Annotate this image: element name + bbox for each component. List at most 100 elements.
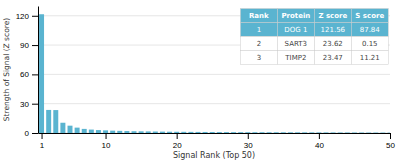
bar xyxy=(196,132,201,133)
grid-line xyxy=(38,103,390,104)
x-tick-mark xyxy=(106,133,107,139)
bar xyxy=(366,132,371,133)
table-header-text: S score xyxy=(355,12,384,20)
bar xyxy=(267,132,272,133)
y-tick: 120 xyxy=(16,12,38,21)
table-cell xyxy=(240,23,277,37)
bar xyxy=(380,132,385,133)
y-tick-mark xyxy=(32,45,38,46)
bar xyxy=(75,128,80,133)
x-tick-mark xyxy=(319,133,320,139)
table-header-text: Z score xyxy=(318,12,347,20)
table-cell xyxy=(351,36,388,50)
x-tick: 20 xyxy=(173,133,182,150)
y-tick-label: 60 xyxy=(20,70,29,79)
bar xyxy=(352,132,357,133)
x-tick-label: 20 xyxy=(173,141,182,150)
table-cell-text: 1 xyxy=(257,26,261,34)
x-tick-mark xyxy=(42,133,43,139)
table-cell xyxy=(240,9,277,23)
x-tick-mark xyxy=(177,133,178,139)
bar xyxy=(103,130,108,133)
table-cell xyxy=(277,50,314,64)
bar xyxy=(373,132,378,133)
x-tick: 10 xyxy=(102,133,111,150)
bar xyxy=(274,132,279,133)
bar xyxy=(295,132,300,133)
table-header-text: Protein xyxy=(281,12,310,20)
bar xyxy=(167,132,172,133)
bar xyxy=(46,110,51,133)
y-axis-line xyxy=(38,7,39,134)
table-cell-text: 23.62 xyxy=(323,40,343,48)
table: RankProteinZ scoreS score1DOG 1121.5687.… xyxy=(240,9,388,65)
bar xyxy=(252,132,257,133)
bar xyxy=(338,132,343,133)
y-tick-mark xyxy=(32,104,38,105)
x-axis-line xyxy=(39,133,391,134)
bar xyxy=(96,130,101,133)
bar xyxy=(174,132,179,133)
x-tick-mark xyxy=(248,133,249,139)
bar xyxy=(139,131,144,133)
x-tick: 50 xyxy=(386,133,395,150)
bar xyxy=(331,132,336,133)
y-axis-label: Strength of Signal (Z score) xyxy=(2,18,11,121)
bar xyxy=(203,132,208,133)
bar xyxy=(231,132,236,133)
bar xyxy=(153,132,158,133)
y-tick: 30 xyxy=(20,100,38,109)
x-tick-label: 1 xyxy=(40,141,45,150)
y-tick-label: 0 xyxy=(25,129,30,138)
y-tick: 0 xyxy=(25,129,38,138)
table-cell-text: 0.15 xyxy=(362,40,378,48)
bar xyxy=(345,132,350,133)
bar xyxy=(288,132,293,133)
bar xyxy=(53,110,58,133)
y-tick-label: 120 xyxy=(16,12,30,21)
table-cell-text: 3 xyxy=(257,54,261,62)
x-tick-label: 10 xyxy=(102,141,111,150)
y-tick-label: 90 xyxy=(20,41,29,50)
y-tick: 60 xyxy=(20,70,38,79)
table-cell xyxy=(240,36,277,50)
y-tick-mark xyxy=(32,16,38,17)
x-axis: 1 10 20 30 40 50 xyxy=(39,133,396,150)
bar xyxy=(217,132,222,133)
bar xyxy=(309,132,314,133)
bar xyxy=(60,123,65,133)
bar xyxy=(210,132,215,133)
bar xyxy=(124,131,129,133)
x-tick-label: 50 xyxy=(386,141,395,150)
bar xyxy=(160,132,165,133)
x-tick-mark xyxy=(390,133,391,139)
table-header-text: Rank xyxy=(249,12,269,20)
table-cell xyxy=(351,9,388,23)
bar xyxy=(132,131,137,133)
bars xyxy=(39,14,390,133)
bar xyxy=(316,132,321,133)
bar xyxy=(181,132,186,133)
table-cell-text: SART3 xyxy=(285,40,307,48)
x-axis-label: Signal Rank (Top 50) xyxy=(173,151,255,160)
table-cell xyxy=(314,50,351,64)
bar xyxy=(188,132,193,133)
table-cell-text: TIMP2 xyxy=(284,54,306,62)
table-cell xyxy=(277,23,314,37)
y-tick-mark xyxy=(32,133,38,134)
table-cell xyxy=(351,23,388,37)
y-tick-mark xyxy=(32,74,38,75)
x-tick-label: 40 xyxy=(315,141,324,150)
y-axis: 0 30 60 90 120 xyxy=(16,7,39,139)
table-cell xyxy=(351,50,388,64)
table-cell xyxy=(314,9,351,23)
x-tick: 1 xyxy=(40,133,45,150)
bar xyxy=(324,132,329,133)
table-cell xyxy=(277,36,314,50)
x-tick: 30 xyxy=(244,133,253,150)
bar xyxy=(89,130,94,133)
bar xyxy=(260,132,265,133)
table-cell-text: 87.84 xyxy=(360,26,381,34)
bar xyxy=(82,129,87,133)
table-cell-text: 11.21 xyxy=(360,54,380,62)
